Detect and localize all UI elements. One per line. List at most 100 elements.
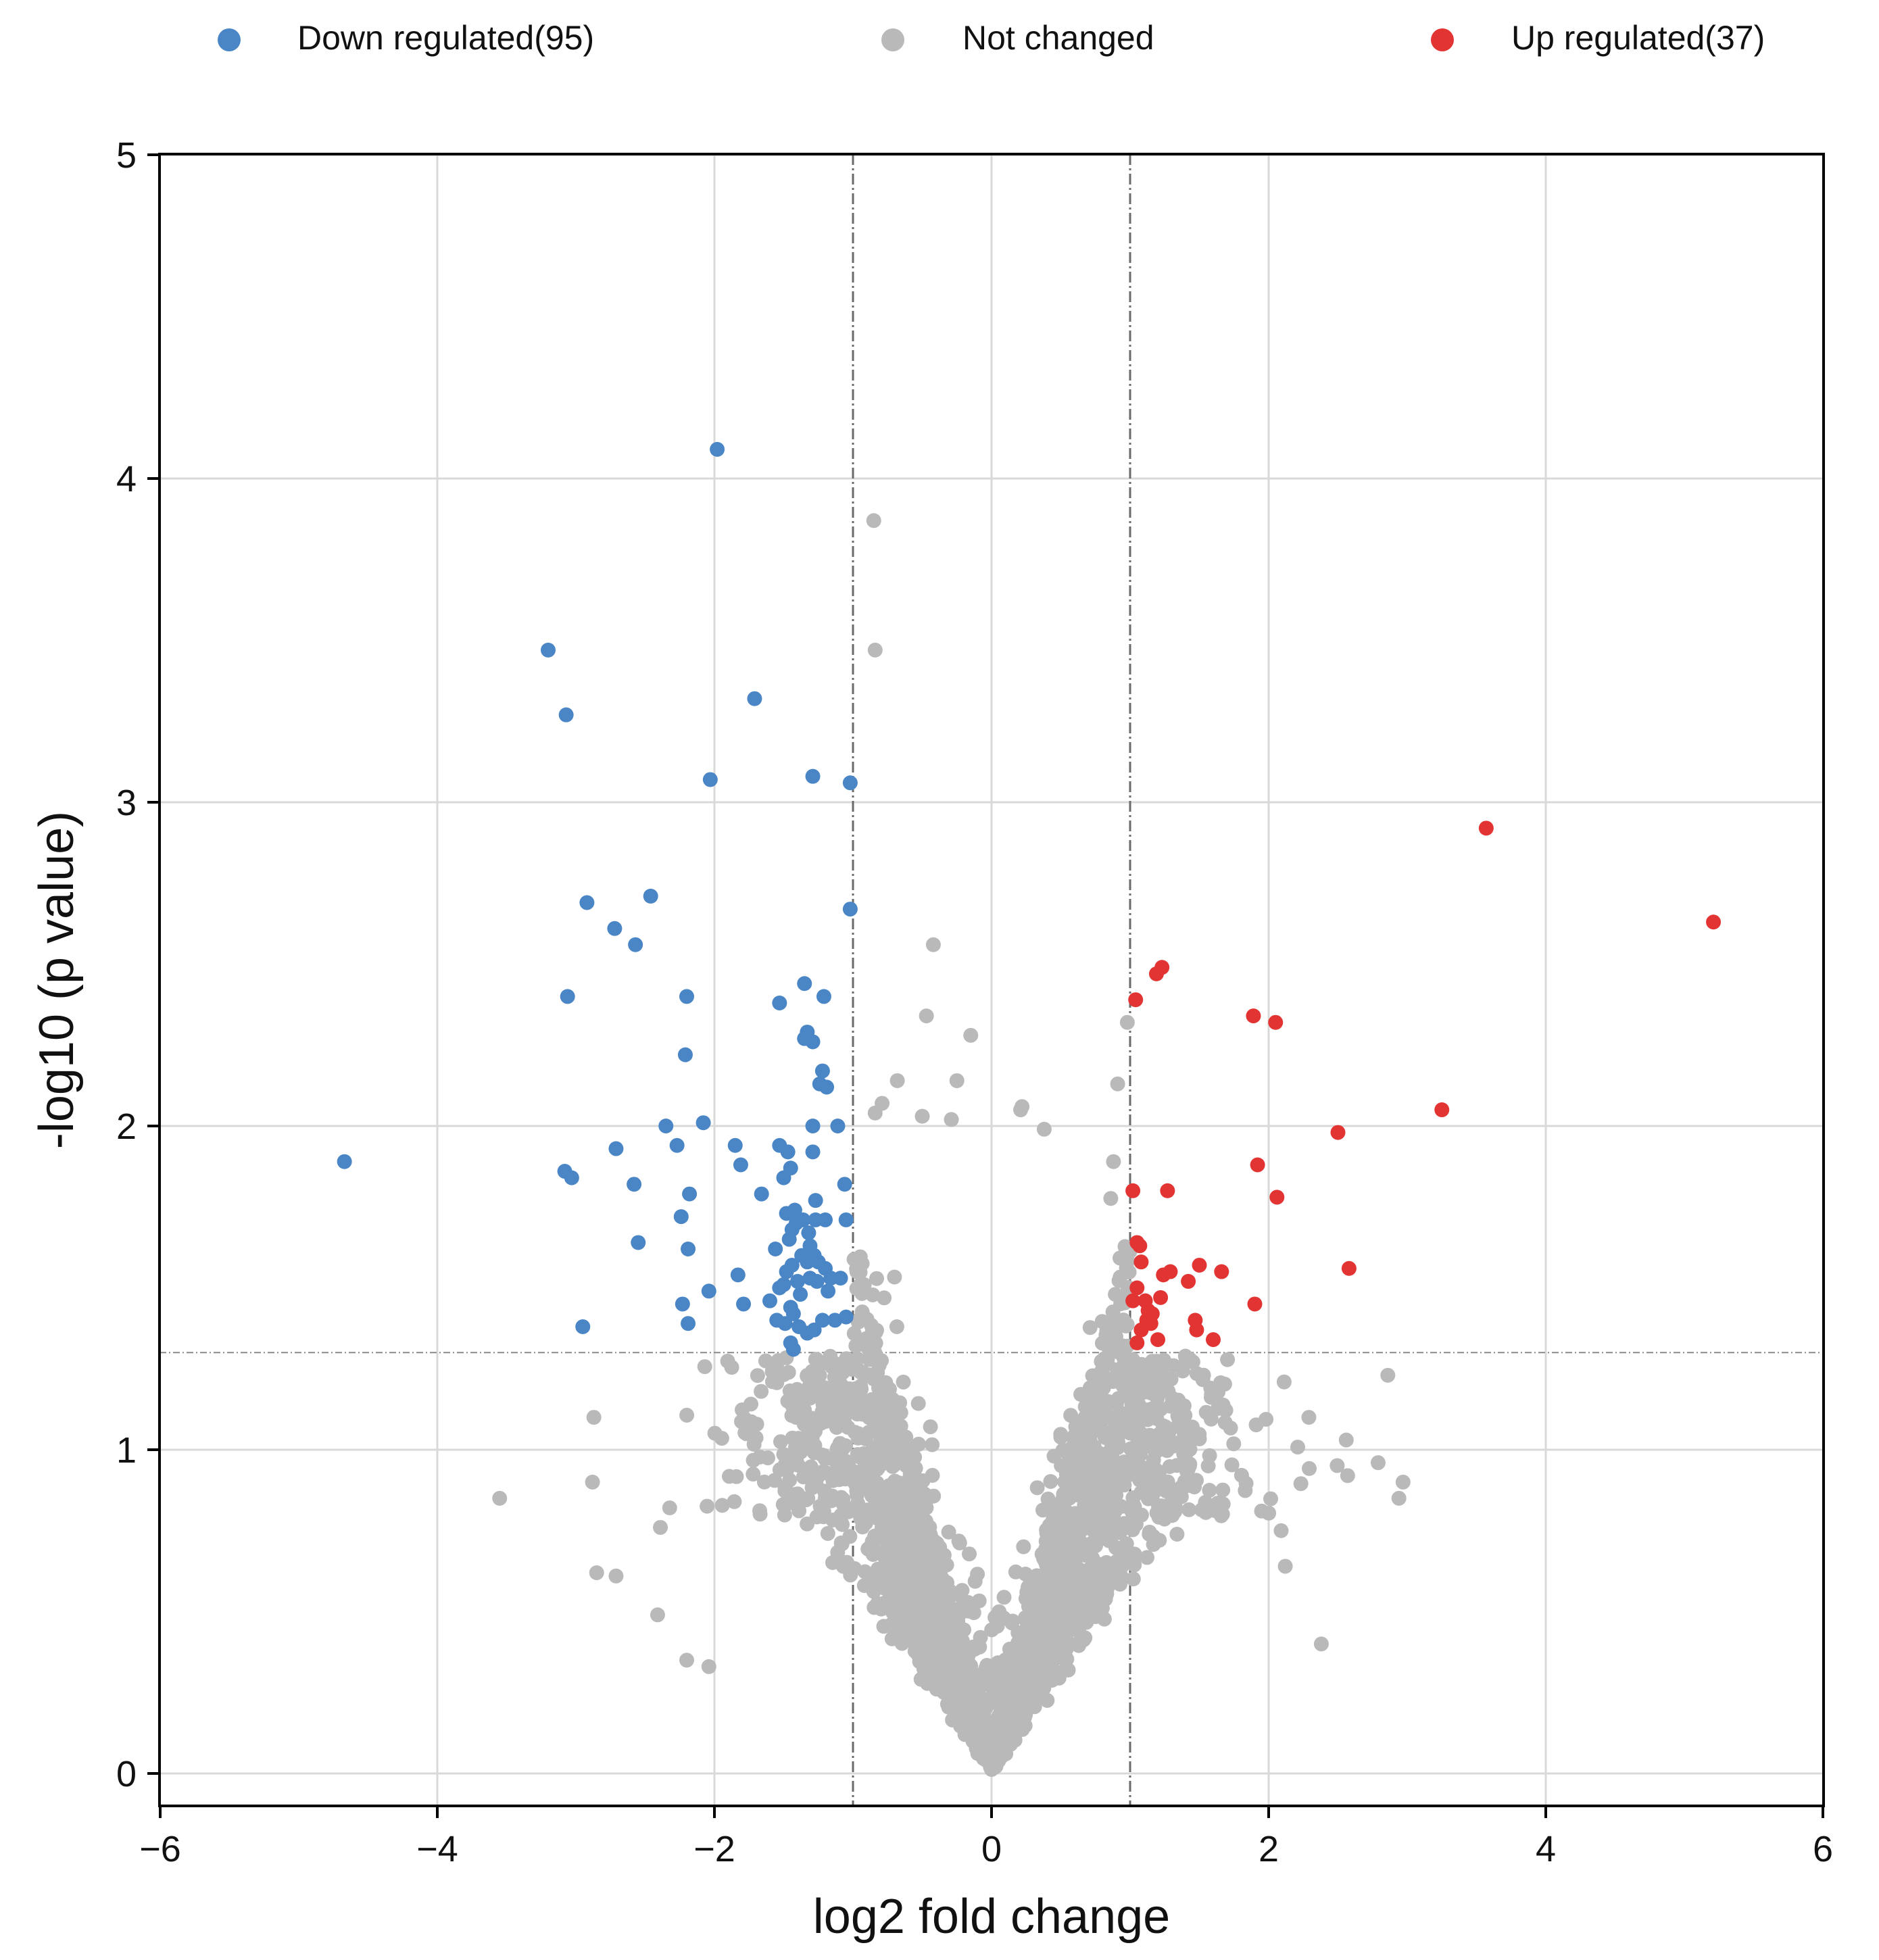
point-up-regulated xyxy=(1129,1335,1145,1350)
point-not-changed xyxy=(816,1484,832,1499)
point-up-regulated xyxy=(1250,1157,1265,1173)
point-not-changed xyxy=(1132,1473,1148,1488)
point-not-changed xyxy=(492,1490,508,1506)
point-up-regulated xyxy=(1192,1257,1207,1273)
point-not-changed xyxy=(808,1385,823,1400)
y-tick-label: 2 xyxy=(116,1106,137,1147)
point-not-changed xyxy=(1110,1362,1125,1377)
point-down-regulated xyxy=(541,642,556,658)
point-not-changed xyxy=(750,1368,765,1383)
point-up-regulated xyxy=(1133,1254,1149,1270)
point-not-changed xyxy=(796,1417,812,1432)
point-not-changed xyxy=(1047,1651,1063,1666)
point-down-regulated xyxy=(679,989,694,1004)
legend-marker-up xyxy=(1431,28,1454,51)
point-up-regulated xyxy=(1150,1332,1165,1348)
point-not-changed xyxy=(829,1462,845,1477)
point-not-changed xyxy=(653,1519,668,1535)
point-not-changed xyxy=(886,1418,902,1433)
point-not-changed xyxy=(1043,1523,1058,1539)
point-not-changed xyxy=(867,642,883,658)
point-up-regulated xyxy=(1148,966,1164,981)
point-not-changed xyxy=(816,1504,831,1519)
point-down-regulated xyxy=(779,1264,794,1279)
point-not-changed xyxy=(889,1073,905,1088)
point-not-changed xyxy=(727,1494,742,1509)
point-not-changed xyxy=(1132,1425,1148,1440)
point-not-changed xyxy=(923,1630,937,1646)
point-not-changed xyxy=(858,1515,873,1531)
point-down-regulated xyxy=(830,1119,846,1133)
point-up-regulated xyxy=(1129,1280,1145,1296)
point-not-changed xyxy=(1105,1509,1121,1524)
point-not-changed xyxy=(1045,1619,1060,1635)
point-not-changed xyxy=(988,1686,1004,1702)
point-not-changed xyxy=(896,1522,912,1538)
point-not-changed xyxy=(1029,1480,1045,1496)
point-not-changed xyxy=(1113,1405,1127,1420)
point-down-regulated xyxy=(754,1186,769,1202)
point-not-changed xyxy=(1224,1457,1240,1473)
point-not-changed xyxy=(829,1420,844,1435)
point-down-regulated xyxy=(558,707,574,722)
point-down-regulated xyxy=(838,1212,854,1227)
point-down-regulated xyxy=(790,1273,805,1289)
point-up-regulated xyxy=(1706,914,1722,930)
point-not-changed xyxy=(1159,1443,1175,1459)
point-not-changed xyxy=(1047,1582,1063,1598)
point-down-regulated xyxy=(787,1202,802,1218)
point-not-changed xyxy=(585,1474,600,1490)
point-not-changed xyxy=(925,1542,941,1557)
point-up-regulated xyxy=(1125,1183,1141,1198)
point-not-changed xyxy=(1210,1496,1225,1511)
point-not-changed xyxy=(979,1741,995,1757)
point-down-regulated xyxy=(818,1212,833,1227)
point-not-changed xyxy=(748,1430,764,1446)
point-not-changed xyxy=(1181,1502,1196,1517)
point-not-changed xyxy=(1127,1557,1142,1573)
point-not-changed xyxy=(1198,1404,1214,1420)
point-not-changed xyxy=(1146,1486,1161,1501)
point-not-changed xyxy=(1220,1352,1236,1367)
point-not-changed xyxy=(746,1452,761,1468)
point-not-changed xyxy=(1108,1466,1123,1481)
point-not-changed xyxy=(904,1473,919,1488)
point-not-changed xyxy=(1276,1374,1292,1390)
point-not-changed xyxy=(942,1584,958,1599)
point-not-changed xyxy=(1036,1121,1052,1137)
point-not-changed xyxy=(833,1508,849,1523)
point-down-regulated xyxy=(730,1267,746,1283)
point-not-changed xyxy=(824,1353,839,1369)
point-not-changed xyxy=(883,1452,899,1467)
point-not-changed xyxy=(846,1252,862,1267)
point-not-changed xyxy=(1113,1571,1128,1586)
point-not-changed xyxy=(789,1454,804,1469)
point-not-changed xyxy=(962,1659,977,1674)
point-down-regulated xyxy=(560,989,575,1004)
point-not-changed xyxy=(1120,1253,1136,1269)
point-not-changed xyxy=(869,1271,884,1286)
point-up-regulated xyxy=(1181,1273,1196,1289)
y-tick-label: 5 xyxy=(116,135,137,176)
point-down-regulated xyxy=(627,1177,642,1192)
point-not-changed xyxy=(650,1607,665,1623)
point-down-regulated xyxy=(762,1293,777,1308)
point-not-changed xyxy=(1047,1547,1063,1563)
point-not-changed xyxy=(791,1503,807,1519)
legend-label-up: Up regulated(37) xyxy=(1511,19,1765,57)
point-down-regulated xyxy=(805,768,821,784)
point-not-changed xyxy=(1096,1611,1112,1627)
point-not-changed xyxy=(1106,1154,1121,1169)
point-not-changed xyxy=(941,1524,956,1540)
point-not-changed xyxy=(1090,1375,1106,1391)
point-not-changed xyxy=(1127,1392,1143,1408)
point-not-changed xyxy=(1370,1455,1386,1471)
point-down-regulated xyxy=(814,1313,830,1328)
point-down-regulated xyxy=(842,902,858,917)
point-not-changed xyxy=(961,1688,977,1704)
point-not-changed xyxy=(1140,1550,1154,1565)
point-not-changed xyxy=(1088,1513,1103,1529)
point-not-changed xyxy=(1129,1444,1145,1460)
point-not-changed xyxy=(850,1280,866,1296)
point-not-changed xyxy=(865,1538,881,1554)
